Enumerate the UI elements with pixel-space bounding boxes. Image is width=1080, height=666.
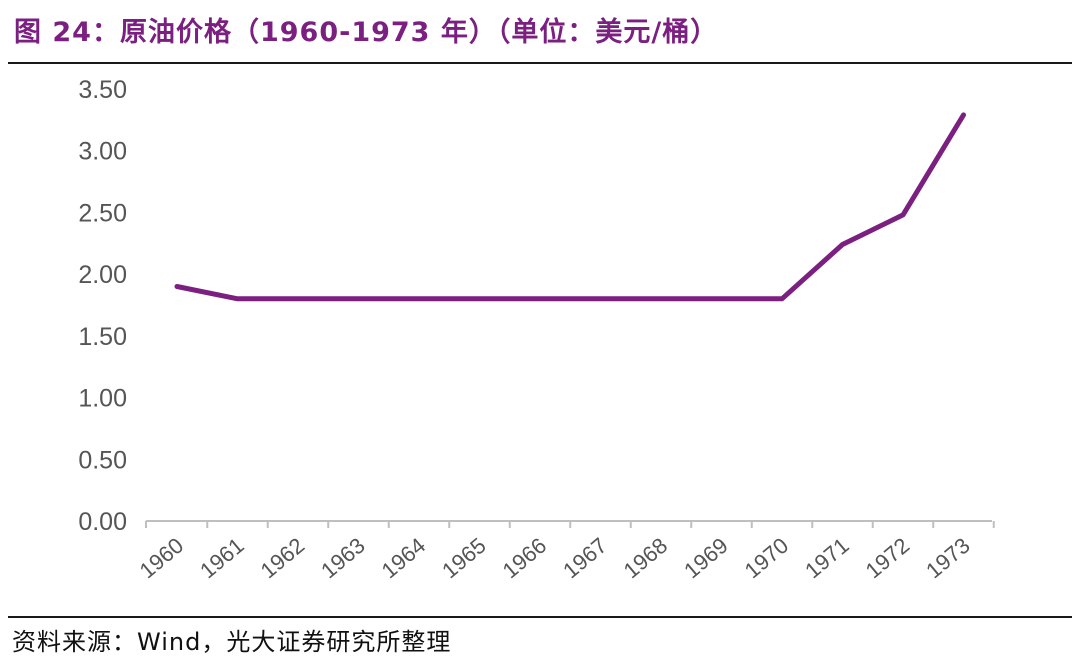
y-tick-label: 0.00 [78, 508, 127, 536]
x-tick-label: 1969 [679, 533, 733, 584]
source-note: 资料来源：Wind，光大证券研究所整理 [12, 628, 452, 656]
x-tick-label: 1968 [619, 533, 673, 584]
x-tick-label: 1960 [135, 533, 189, 584]
y-tick-label: 1.00 [78, 385, 127, 413]
x-tick-label: 1961 [195, 533, 249, 584]
x-axis: 1960 1961 1962 1963 1964 1965 1966 1967 1968 1969… [135, 521, 995, 584]
x-tick-label: 1972 [861, 533, 915, 584]
x-tick-label: 1971 [800, 533, 854, 584]
source-divider [8, 616, 1072, 618]
x-tick-label: 1964 [377, 533, 431, 584]
x-tick-label: 1963 [316, 533, 370, 584]
x-tick-label: 1967 [558, 533, 612, 584]
y-tick-label: 1.50 [78, 323, 127, 351]
x-tick-label: 1973 [921, 533, 975, 584]
y-tick-label: 2.50 [78, 199, 127, 227]
y-tick-label: 3.00 [78, 138, 127, 166]
y-tick-label: 2.00 [78, 261, 127, 289]
chart-title: 图 24：原油价格（1960-1973 年）（单位：美元/桶） [14, 17, 719, 48]
x-tick-label: 1965 [437, 533, 491, 584]
x-tick-label: 1966 [498, 533, 552, 584]
series-line-oil-price [174, 112, 966, 302]
x-tick-label: 1962 [256, 533, 310, 584]
y-tick-label: 0.50 [78, 446, 127, 474]
y-tick-label: 3.50 [78, 76, 127, 104]
y-axis: 0.00 0.50 1.00 1.50 2.00 2.50 3.00 3.50 [78, 76, 127, 536]
x-tick-label: 1970 [740, 533, 794, 584]
title-divider [8, 62, 1072, 64]
